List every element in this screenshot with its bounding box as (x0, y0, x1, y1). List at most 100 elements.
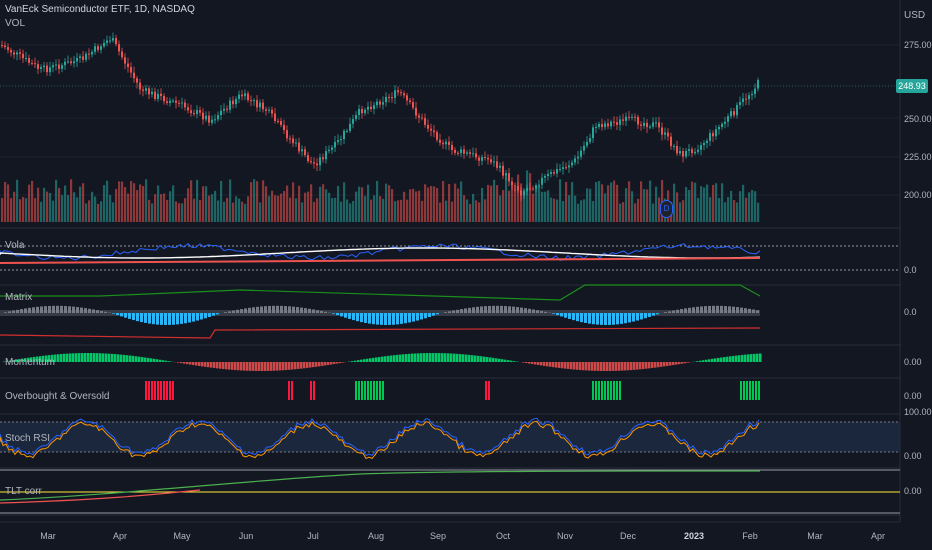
candle-body (67, 61, 69, 63)
momentum-bar (663, 362, 666, 367)
volume-bar (157, 185, 160, 222)
momentum-bar (687, 362, 690, 363)
time-axis-label: Mar (40, 531, 56, 541)
pane-tick: 100.00 (904, 407, 932, 417)
momentum-bar (642, 362, 645, 370)
momentum-bar (177, 362, 180, 363)
oversold-bar (169, 381, 171, 400)
volume-bar (358, 186, 361, 222)
volume-bar (436, 188, 439, 222)
momentum-bar (279, 362, 282, 371)
matrix-bar (624, 313, 627, 324)
vol-overlay-label[interactable]: VOL (5, 18, 26, 29)
pane-label-tltcorr[interactable]: TLT corr (5, 486, 42, 497)
momentum-bar (654, 362, 657, 368)
candle-body (238, 94, 240, 99)
volume-bar (217, 200, 220, 222)
volume-bar (244, 203, 247, 222)
matrix-bar (528, 308, 531, 313)
volume-bar (700, 186, 703, 222)
volume-bar (574, 195, 577, 222)
pane-label-volatility[interactable]: Vola (5, 240, 25, 251)
volume-bar (592, 201, 595, 222)
volume-bar (730, 190, 733, 222)
matrix-bar (732, 306, 735, 313)
momentum-bar (528, 362, 531, 364)
volume-bar (97, 203, 100, 222)
candle-body (37, 64, 39, 69)
volume-bar (427, 187, 430, 222)
momentum-bar (63, 353, 66, 362)
volume-bar (502, 190, 505, 222)
candle-body (85, 53, 87, 60)
pane-label-obos[interactable]: Overbought & Oversold (5, 391, 110, 402)
momentum-bar (660, 362, 663, 367)
matrix-bar (344, 313, 347, 318)
candle-body (337, 140, 339, 142)
volume-bar (316, 198, 319, 222)
pane-label-stochrsi[interactable]: Stoch RSI (5, 433, 51, 444)
matrix-bar (192, 313, 195, 322)
time-axis-label: Apr (112, 531, 128, 541)
momentum-bar (621, 362, 624, 371)
oversold-bar (485, 381, 487, 400)
volume-bar (454, 183, 457, 222)
currency-label[interactable]: USD (904, 10, 926, 21)
momentum-bar (555, 362, 558, 368)
volume-bar (724, 202, 727, 222)
momentum-bar (573, 362, 576, 370)
momentum-bar (387, 355, 390, 362)
volume-bar (364, 195, 367, 222)
matrix-bar (300, 307, 303, 313)
matrix-bar (600, 313, 603, 325)
momentum-bar (474, 355, 477, 362)
matrix-bar (488, 305, 491, 313)
volume-bar (151, 203, 154, 222)
momentum-bar (540, 362, 543, 366)
pane-label-matrix[interactable]: Matrix (5, 292, 33, 303)
volume-bar (529, 173, 532, 222)
candle-body (580, 150, 582, 157)
momentum-bar (531, 362, 534, 365)
candle-body (700, 145, 702, 150)
candle-body (247, 93, 249, 101)
time-axis-label: Nov (556, 531, 574, 541)
dividend-icon[interactable]: D (660, 200, 673, 218)
candle-body (379, 101, 381, 105)
candle-body (265, 109, 267, 111)
candle-body (127, 63, 129, 68)
volume-bar (499, 195, 502, 222)
candle-body (733, 111, 735, 116)
momentum-bar (462, 354, 465, 362)
candle-body (547, 173, 549, 176)
candle-body (151, 91, 153, 95)
matrix-bar (196, 313, 199, 321)
momentum-bar (513, 361, 516, 362)
oversold-bar (172, 381, 174, 400)
momentum-bar (495, 358, 498, 362)
candle-body (43, 65, 45, 68)
candle-body (508, 173, 510, 182)
candle-body (109, 40, 111, 42)
momentum-bar (117, 354, 120, 362)
candle-body (481, 157, 483, 161)
matrix-bar (292, 306, 295, 313)
momentum-bar (192, 362, 195, 366)
candle-body (628, 116, 630, 118)
volume-bar (238, 198, 241, 222)
matrix-bar (8, 311, 11, 313)
symbol-title[interactable]: VanEck Semiconductor ETF, 1D, NASDAQ (5, 4, 195, 15)
matrix-bar (272, 305, 275, 313)
candle-body (7, 47, 9, 51)
matrix-bar (500, 305, 503, 313)
volume-bar (496, 185, 499, 222)
pane-label-momentum[interactable]: Momentum (5, 357, 56, 368)
volume-bar (433, 186, 436, 222)
volume-bar (340, 201, 343, 222)
momentum-bar (246, 362, 249, 371)
momentum-bar (273, 362, 276, 371)
candle-body (712, 133, 714, 137)
volume-bar (292, 182, 295, 222)
candle-body (697, 149, 699, 152)
